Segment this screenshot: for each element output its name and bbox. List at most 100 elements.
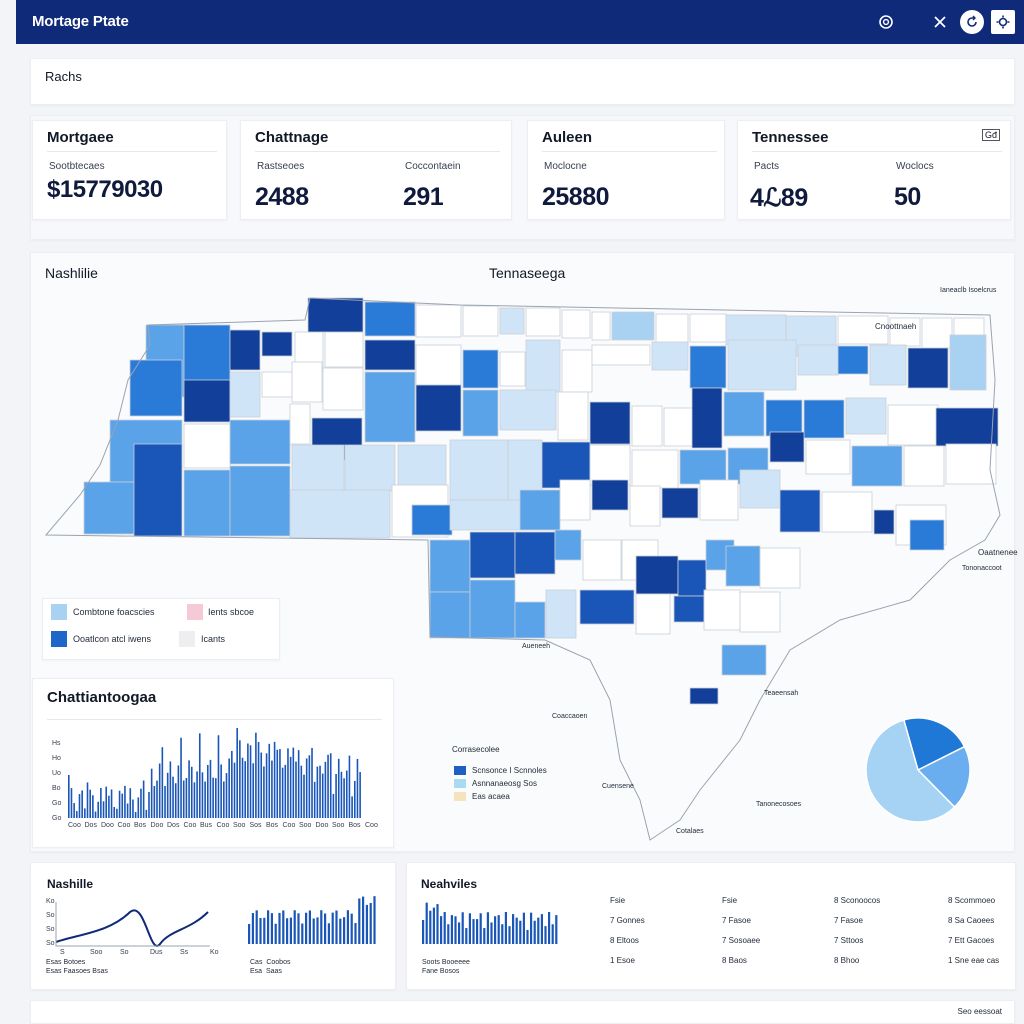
county-cell[interactable]: [591, 479, 629, 511]
county-cell[interactable]: [462, 305, 499, 337]
bar[interactable]: [228, 758, 230, 818]
bar[interactable]: [526, 929, 529, 944]
bar[interactable]: [346, 910, 349, 944]
county-cell[interactable]: [469, 579, 516, 639]
county-cell[interactable]: [889, 317, 921, 347]
county-cell[interactable]: [803, 399, 845, 439]
bar[interactable]: [362, 896, 365, 944]
bar[interactable]: [164, 785, 166, 818]
county-cell[interactable]: [183, 379, 231, 423]
bar[interactable]: [273, 741, 276, 818]
bar[interactable]: [289, 756, 292, 818]
bar[interactable]: [422, 920, 425, 944]
bar[interactable]: [332, 793, 335, 818]
bar[interactable]: [297, 750, 300, 818]
bar[interactable]: [289, 917, 292, 944]
mini-bar-chart[interactable]: [406, 862, 606, 990]
bar[interactable]: [161, 747, 164, 818]
bar[interactable]: [308, 755, 311, 818]
county-cell[interactable]: [723, 391, 765, 437]
bar[interactable]: [265, 753, 268, 818]
bar[interactable]: [519, 920, 522, 944]
bar[interactable]: [124, 785, 126, 818]
bar[interactable]: [335, 773, 337, 818]
bar[interactable]: [353, 780, 356, 818]
county-cell[interactable]: [561, 349, 593, 393]
county-cell[interactable]: [289, 403, 311, 445]
bar[interactable]: [204, 781, 206, 818]
bar[interactable]: [150, 768, 153, 818]
bar[interactable]: [530, 912, 533, 944]
county-cell[interactable]: [909, 519, 945, 551]
county-cell[interactable]: [797, 344, 839, 376]
county-cell[interactable]: [611, 311, 655, 341]
bar[interactable]: [508, 926, 511, 944]
bar[interactable]: [305, 912, 308, 944]
bar[interactable]: [156, 780, 158, 818]
county-cell[interactable]: [673, 595, 705, 623]
stat-card-mortgage[interactable]: Mortgaee Sootbtecaes $15779030: [32, 120, 227, 220]
bar[interactable]: [271, 760, 273, 818]
county-cell[interactable]: [805, 439, 851, 475]
county-cell[interactable]: [689, 313, 727, 343]
bar[interactable]: [447, 924, 450, 944]
county-cell[interactable]: [651, 341, 689, 371]
bar[interactable]: [555, 915, 558, 944]
bar[interactable]: [369, 902, 372, 944]
bar[interactable]: [297, 913, 300, 944]
bar[interactable]: [350, 913, 353, 944]
bar[interactable]: [132, 799, 134, 818]
settings-icon[interactable]: [874, 10, 898, 34]
bar[interactable]: [329, 753, 332, 818]
bar[interactable]: [443, 912, 446, 944]
bar[interactable]: [102, 801, 105, 818]
bar[interactable]: [339, 918, 342, 944]
bar[interactable]: [305, 758, 308, 818]
county-cell[interactable]: [769, 431, 805, 463]
bar[interactable]: [185, 778, 188, 818]
bar[interactable]: [73, 803, 75, 818]
county-cell[interactable]: [887, 404, 939, 446]
county-cell[interactable]: [261, 371, 293, 398]
bar[interactable]: [356, 758, 359, 818]
bar[interactable]: [313, 781, 316, 818]
bar[interactable]: [504, 912, 507, 944]
bar[interactable]: [515, 917, 518, 944]
county-cell[interactable]: [845, 397, 887, 435]
bar[interactable]: [472, 919, 475, 944]
county-cell[interactable]: [629, 485, 661, 527]
bar[interactable]: [247, 743, 249, 818]
bar[interactable]: [267, 910, 270, 944]
bar[interactable]: [479, 913, 482, 944]
county-cell[interactable]: [429, 539, 471, 593]
bar[interactable]: [244, 761, 247, 818]
bar[interactable]: [231, 750, 233, 818]
county-cell[interactable]: [514, 601, 546, 639]
county-cell[interactable]: [229, 419, 291, 465]
bar[interactable]: [345, 770, 348, 818]
bar[interactable]: [319, 765, 321, 818]
bar[interactable]: [295, 761, 297, 818]
bar[interactable]: [432, 907, 435, 944]
bar[interactable]: [490, 922, 493, 944]
county-cell[interactable]: [727, 339, 797, 391]
county-cell[interactable]: [291, 361, 323, 403]
bar[interactable]: [84, 808, 86, 818]
county-cell[interactable]: [499, 389, 557, 431]
bar[interactable]: [255, 732, 257, 818]
county-cell[interactable]: [949, 334, 987, 391]
county-cell[interactable]: [229, 465, 291, 537]
bar[interactable]: [429, 910, 432, 944]
bar[interactable]: [113, 807, 116, 818]
county-cell[interactable]: [821, 491, 873, 533]
bar[interactable]: [220, 764, 222, 818]
bar[interactable]: [177, 765, 180, 818]
bar[interactable]: [86, 782, 89, 818]
bar[interactable]: [279, 749, 281, 818]
bar[interactable]: [316, 766, 319, 818]
county-cell[interactable]: [449, 439, 509, 501]
stat-card-austin[interactable]: Auleen Moclocne 25880: [527, 120, 725, 220]
county-cell[interactable]: [554, 529, 582, 561]
bar[interactable]: [321, 773, 324, 818]
